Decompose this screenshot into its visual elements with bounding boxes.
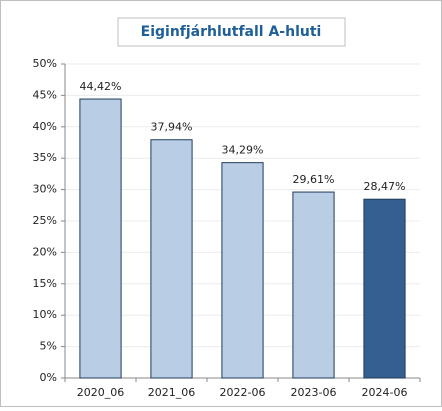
y-tick-label: 10% xyxy=(33,308,57,321)
y-tick-label: 20% xyxy=(33,245,57,258)
x-tick-label: 2024-06 xyxy=(362,386,408,399)
x-tick-label: 2020_06 xyxy=(77,386,125,399)
x-tick-label: 2022-06 xyxy=(220,386,266,399)
x-tick-label: 2023-06 xyxy=(291,386,337,399)
y-tick-label: 30% xyxy=(33,183,57,196)
data-label: 29,61% xyxy=(293,173,335,186)
bar xyxy=(363,198,406,379)
bar xyxy=(221,162,264,379)
y-tick-label: 35% xyxy=(33,151,57,164)
bar xyxy=(79,98,122,379)
y-tick-label: 15% xyxy=(33,277,57,290)
y-tick-label: 5% xyxy=(40,340,57,353)
bar xyxy=(150,139,193,379)
data-label: 44,42% xyxy=(80,80,122,93)
y-tick-label: 45% xyxy=(33,88,57,101)
y-tick-label: 25% xyxy=(33,214,57,227)
data-label: 37,94% xyxy=(151,121,193,134)
y-tick-label: 50% xyxy=(33,57,57,70)
y-tick-label: 40% xyxy=(33,120,57,133)
title-box xyxy=(117,17,346,47)
data-label: 28,47% xyxy=(364,180,406,193)
bar xyxy=(292,191,335,379)
chart-title: Eiginfjárhlutfall A-hluti xyxy=(141,24,322,40)
data-label: 34,29% xyxy=(222,144,264,157)
y-tick-label: 0% xyxy=(40,371,57,384)
x-tick-label: 2021_06 xyxy=(148,386,196,399)
